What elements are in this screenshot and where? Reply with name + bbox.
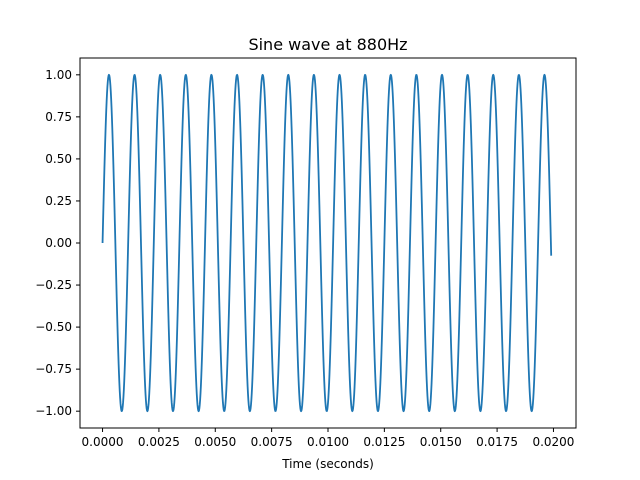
y-tick-label: 0.25 [45,194,72,208]
x-tick-label: 0.0025 [138,435,180,449]
x-tick-label: 0.0150 [420,435,462,449]
axes-frame [79,57,577,429]
x-tick-label: 0.0000 [82,435,124,449]
y-tick-label: −1.00 [35,404,72,418]
y-tick-label: 0.75 [45,110,72,124]
x-tick-label: 0.0100 [307,435,349,449]
y-tick-label: −0.75 [35,362,72,376]
x-tick-label: 0.0175 [476,435,518,449]
y-tick-label: 0.50 [45,152,72,166]
chart-title: Sine wave at 880Hz [248,35,407,54]
y-tick-label: 0.00 [45,236,72,250]
y-tick-label: 1.00 [45,68,72,82]
x-tick-label: 0.0050 [194,435,236,449]
x-tick-label: 0.0075 [251,435,293,449]
x-tick-label: 0.0200 [532,435,574,449]
plot-area [101,73,553,413]
series-line-sine [101,73,553,413]
y-tick-label: −0.50 [35,320,72,334]
x-axis-label: Time (seconds) [281,457,374,471]
y-axis: 1.00 0.75 0.50 0.25 0.00 −0.25 −0.50 −0.75 −1.00 [35,68,80,418]
x-axis: 0.0000 0.0025 0.0050 0.0075 0.0100 0.0125 0.01… [82,428,574,449]
y-tick-label: −0.25 [35,278,72,292]
x-tick-label: 0.0125 [363,435,405,449]
